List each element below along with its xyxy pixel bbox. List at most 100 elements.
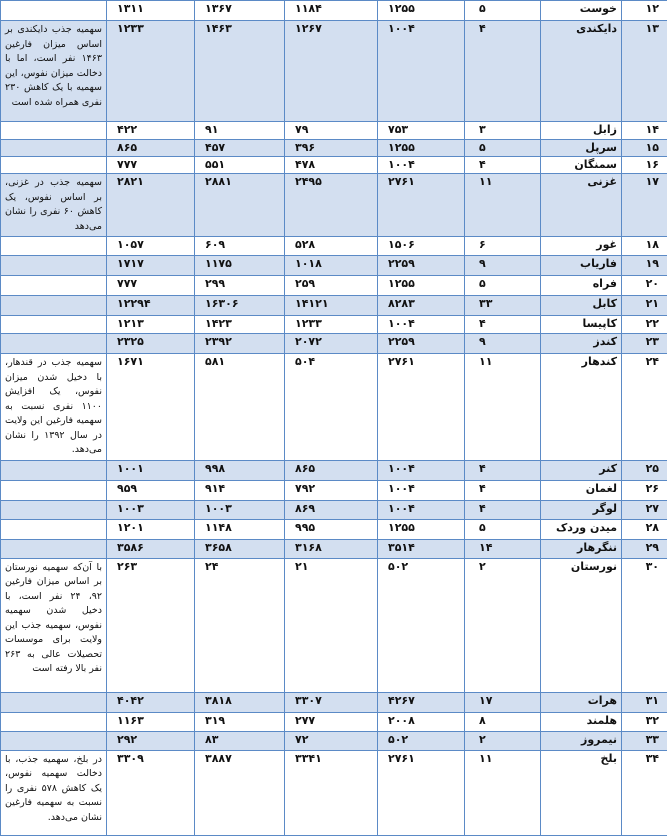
note-cell [1, 237, 107, 256]
value-cell: ۲۳۹۲ [195, 334, 285, 354]
row-number: ۲۱ [622, 296, 667, 316]
row-number: ۲۶ [622, 480, 667, 500]
value-cell: ۲۹۹ [195, 276, 285, 296]
province-name: میدن وردک [541, 519, 622, 539]
province-name: کنر [541, 460, 622, 480]
value-cell: ۲۴۹۵ [285, 174, 378, 237]
row-number: ۲۹ [622, 539, 667, 558]
value-cell: ۱۰۰۴ [378, 316, 465, 334]
value-cell: ۵۰۲ [378, 558, 465, 692]
seats-value: ۴ [465, 316, 541, 334]
row-number: ۳۱ [622, 692, 667, 712]
note-cell [1, 460, 107, 480]
province-name: فاریاب [541, 256, 622, 276]
value-cell: ۱۰۱۸ [285, 256, 378, 276]
value-cell: ۱۰۰۴ [378, 500, 465, 519]
value-cell: ۱۲۳۳ [285, 316, 378, 334]
row-number: ۲۸ [622, 519, 667, 539]
value-cell: ۷۹۲ [285, 480, 378, 500]
value-cell: ۳۳۰۷ [285, 692, 378, 712]
note-cell [1, 334, 107, 354]
value-cell: ۱۵۰۶ [378, 237, 465, 256]
value-cell: ۱۱۷۵ [195, 256, 285, 276]
row-number: ۲۵ [622, 460, 667, 480]
value-cell: ۱۲۱۳ [107, 316, 195, 334]
value-cell: ۱۲۶۷ [285, 21, 378, 122]
seats-value: ۹ [465, 256, 541, 276]
note-cell [1, 256, 107, 276]
value-cell: ۲۵۹ [285, 276, 378, 296]
value-cell: ۹۹۸ [195, 460, 285, 480]
note-cell: سهمیه جذب دایکندی بر اساس میزان فارغین ۱… [1, 21, 107, 122]
value-cell: ۵۸۱ [195, 354, 285, 461]
value-cell: ۲۷۷ [285, 712, 378, 731]
value-cell: ۹۱ [195, 122, 285, 140]
province-name: خوست [541, 1, 622, 21]
note-cell: سهمیه جذب در غزنی، بر اساس نفوس، یک کاهش… [1, 174, 107, 237]
province-name: هرات [541, 692, 622, 712]
value-cell: ۱۰۰۳ [107, 500, 195, 519]
province-name: کابل [541, 296, 622, 316]
value-cell: ۳۶۵۸ [195, 539, 285, 558]
value-cell: ۷۷۷ [107, 157, 195, 174]
value-cell: ۲۰۷۲ [285, 334, 378, 354]
value-cell: ۷۹ [285, 122, 378, 140]
value-cell: ۲۹۲ [107, 731, 195, 750]
value-cell: ۴۲۶۷ [378, 692, 465, 712]
province-name: هلمند [541, 712, 622, 731]
seats-value: ۵ [465, 1, 541, 21]
value-cell: ۱۲۵۵ [378, 276, 465, 296]
value-cell: ۲۲۵۹ [378, 256, 465, 276]
value-cell: ۲۸۸۱ [195, 174, 285, 237]
row-number: ۱۳ [622, 21, 667, 122]
seats-value: ۴ [465, 21, 541, 122]
value-cell: ۹۹۵ [285, 519, 378, 539]
value-cell: ۵۲۸ [285, 237, 378, 256]
value-cell: ۱۳۱۱ [107, 1, 195, 21]
row-number: ۱۸ [622, 237, 667, 256]
row-number: ۲۰ [622, 276, 667, 296]
note-cell [1, 692, 107, 712]
province-name: کندز [541, 334, 622, 354]
value-cell: ۸۶۵ [107, 140, 195, 157]
value-cell: ۳۸۸۷ [195, 750, 285, 835]
value-cell: ۱۴۱۲۱ [285, 296, 378, 316]
note-cell: در بلخ، سهمیه جذب، با دخالت سهمیه نفوس، … [1, 750, 107, 835]
value-cell: ۸۳ [195, 731, 285, 750]
value-cell: ۱۶۳۰۶ [195, 296, 285, 316]
value-cell: ۴۷۸ [285, 157, 378, 174]
province-name: لوگر [541, 500, 622, 519]
seats-value: ۴ [465, 157, 541, 174]
value-cell: ۷۷۷ [107, 276, 195, 296]
seats-value: ۴ [465, 500, 541, 519]
value-cell: ۱۷۱۷ [107, 256, 195, 276]
note-cell [1, 1, 107, 21]
value-cell: ۱۳۶۷ [195, 1, 285, 21]
value-cell: ۲۷۶۱ [378, 174, 465, 237]
province-name: کاپیسا [541, 316, 622, 334]
note-cell [1, 519, 107, 539]
province-name: دایکندی [541, 21, 622, 122]
province-name: نورستان [541, 558, 622, 692]
value-cell: ۳۱۹ [195, 712, 285, 731]
row-number: ۲۷ [622, 500, 667, 519]
value-cell: ۲۸۲۱ [107, 174, 195, 237]
value-cell: ۷۲ [285, 731, 378, 750]
row-number: ۱۹ [622, 256, 667, 276]
value-cell: ۸۶۹ [285, 500, 378, 519]
value-cell: ۵۵۱ [195, 157, 285, 174]
value-cell: ۲۱ [285, 558, 378, 692]
note-cell [1, 712, 107, 731]
province-name: نیمروز [541, 731, 622, 750]
value-cell: ۱۰۰۳ [195, 500, 285, 519]
row-number: ۱۵ [622, 140, 667, 157]
